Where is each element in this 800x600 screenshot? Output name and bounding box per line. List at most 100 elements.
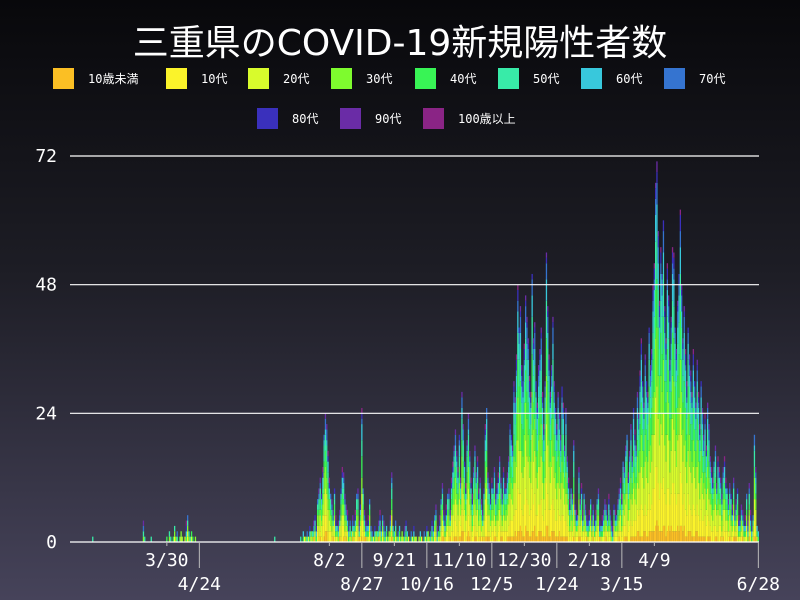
bar-segment [547,349,549,382]
bar-segment [584,531,587,537]
bar-segment [727,504,730,510]
bar-segment [482,509,484,516]
bar-segment [623,493,626,500]
bar-segment [509,520,511,537]
bar-segment [462,440,464,446]
bar-segment [671,483,674,532]
bar-segment [677,440,679,494]
bar-segment [456,461,458,467]
bar-segment [626,477,628,494]
bar-segment [688,386,691,414]
bar-segment [582,531,584,537]
bar-segment [652,397,654,435]
bar-segment [505,504,507,510]
bar-segment [479,477,481,484]
bar-segment [566,466,568,473]
bar-segment [346,531,349,542]
bar-segment [319,515,321,532]
bar-segment [506,472,509,478]
bar-segment [536,434,538,451]
bar-segment [452,461,454,467]
bar-segment [331,515,333,521]
bar-segment [465,504,467,516]
bar-segment [668,402,670,441]
legend-label: 10代 [201,72,228,86]
bar-segment [551,504,553,532]
bar-segment [525,300,527,307]
bar-segment [707,466,709,489]
bar-segment [666,268,668,280]
bar-segment [710,493,713,505]
bar-segment [675,370,678,382]
bar-segment [383,525,385,532]
bar-segment [753,499,756,521]
bar-segment [695,418,697,430]
bar-segment [384,531,386,537]
bar-segment [631,504,633,526]
x-tick-label: 1/24 [535,574,578,595]
bar-segment [448,488,450,494]
bar-segment [380,531,382,537]
bar-segment [450,483,453,489]
bar-segment [638,472,640,489]
bar-segment [443,525,445,537]
bar-segment [679,231,681,248]
bar-segment [343,488,345,500]
bar-segment [621,509,623,516]
bar-segment [723,509,726,532]
bar-segment [652,290,654,301]
bar-segment [687,413,689,451]
bar-segment [736,488,739,494]
bar-segment [518,413,520,451]
bar-segment [627,493,629,500]
bar-segment [682,338,684,344]
bar-segment [704,424,706,430]
bar-segment [457,488,459,494]
bar-segment [185,520,187,526]
bar-segment [441,493,444,505]
bar-segment [456,504,458,526]
bar-segment [532,338,535,344]
bar-segment [424,536,427,542]
bar-segment [302,536,304,542]
bar-segment [727,509,730,516]
bar-segment [517,397,519,441]
bar-segment [573,445,575,451]
bar-segment [176,531,178,537]
bar-segment [333,499,336,505]
bar-segment [470,509,472,516]
bar-segment [722,536,724,542]
bar-segment [493,515,496,526]
bar-segment [495,525,497,532]
bar-segment [330,493,332,500]
bar-segment [642,397,644,408]
bar-segment [453,445,455,451]
bar-segment [476,483,479,500]
bar-segment [449,515,451,521]
bar-segment [716,536,718,542]
bar-segment [682,359,684,376]
bar-segment [634,536,636,542]
bar-segment [649,472,652,510]
bar-segment [323,536,325,542]
bar-segment [340,493,342,500]
bar-segment [697,536,700,542]
bar-segment [710,504,713,516]
bar-segment [486,536,488,542]
bar-segment [519,332,522,349]
bar-segment [328,531,330,542]
bar-segment [408,536,410,542]
bar-segment [430,536,432,542]
x-tick-label: 8/2 [313,550,346,571]
bar-segment [599,531,601,537]
bar-segment [367,515,369,521]
bar-segment [341,472,343,478]
bar-segment [544,429,546,451]
bar-segment [639,407,641,425]
bar-segment [622,483,624,494]
bar-segment [701,413,704,425]
bar-segment [382,536,384,542]
bar-segment [567,515,570,532]
bar-segment [508,466,510,473]
bar-segment [634,499,636,521]
